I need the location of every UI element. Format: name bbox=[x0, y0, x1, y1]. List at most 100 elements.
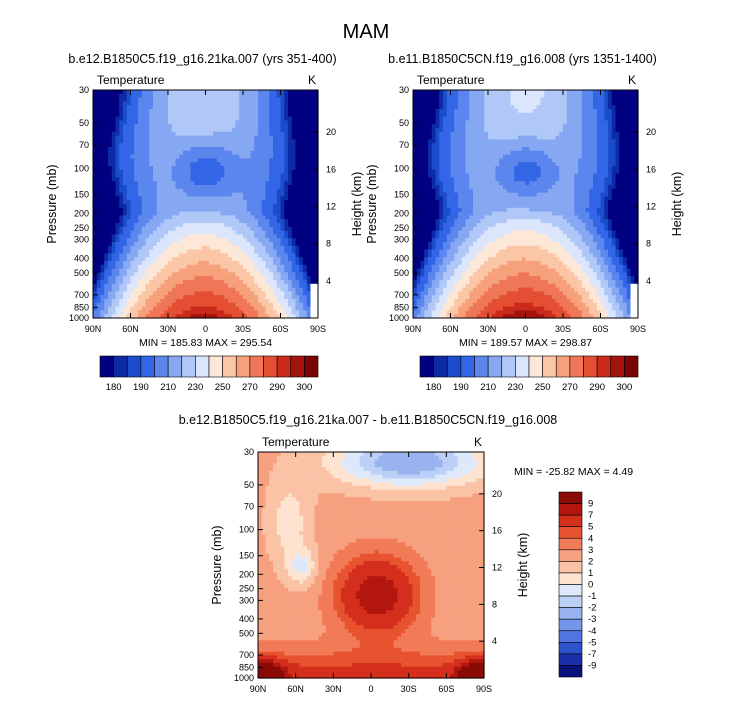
field-cell bbox=[250, 287, 255, 292]
field-cell bbox=[310, 261, 315, 266]
field-cell bbox=[306, 261, 312, 266]
field-cell bbox=[111, 147, 117, 152]
field-cell bbox=[235, 93, 240, 99]
field-cell bbox=[533, 112, 538, 118]
field-cell bbox=[104, 101, 109, 106]
field-cell bbox=[168, 147, 173, 152]
field-cell bbox=[446, 166, 452, 171]
field-cell bbox=[220, 299, 225, 304]
field-cell bbox=[194, 158, 199, 163]
field-cell bbox=[585, 112, 590, 118]
field-cell bbox=[254, 268, 259, 273]
field-cell bbox=[104, 196, 109, 201]
field-cell bbox=[295, 295, 300, 300]
field-cell bbox=[630, 154, 635, 159]
field-cell bbox=[164, 287, 169, 292]
field-cell bbox=[284, 276, 289, 281]
field-cell bbox=[536, 169, 542, 175]
field-cell bbox=[611, 93, 617, 99]
field-cell bbox=[209, 200, 214, 205]
field-cell bbox=[104, 299, 109, 304]
field-cell bbox=[291, 162, 297, 167]
field-cell bbox=[149, 223, 154, 228]
field-cell bbox=[288, 302, 293, 308]
field-cell bbox=[299, 158, 304, 163]
field-cell bbox=[179, 112, 184, 118]
field-cell bbox=[93, 302, 98, 308]
field-cell bbox=[310, 128, 315, 133]
field-cell bbox=[239, 223, 244, 228]
field-cell bbox=[100, 200, 105, 205]
field-cell bbox=[261, 299, 267, 304]
field-cell bbox=[228, 219, 233, 224]
field-cell bbox=[190, 97, 195, 102]
field-cell bbox=[216, 253, 222, 258]
field-cell bbox=[164, 261, 169, 266]
field-cell bbox=[239, 139, 244, 144]
field-cell bbox=[213, 314, 218, 319]
field-cell bbox=[593, 97, 598, 102]
field-cell bbox=[119, 272, 124, 277]
field-cell bbox=[145, 257, 150, 262]
field-cell bbox=[213, 101, 218, 106]
field-cell bbox=[254, 314, 259, 319]
field-cell bbox=[439, 166, 444, 171]
field-cell bbox=[228, 116, 233, 121]
field-cell bbox=[525, 143, 530, 148]
field-cell bbox=[563, 135, 568, 140]
field-cell bbox=[280, 101, 285, 106]
field-cell bbox=[190, 280, 195, 285]
field-cell bbox=[186, 181, 192, 186]
field-cell bbox=[310, 230, 315, 235]
field-cell bbox=[291, 158, 297, 163]
field-cell bbox=[115, 242, 120, 247]
field-cell bbox=[141, 147, 147, 152]
field-cell bbox=[499, 158, 504, 163]
field-cell bbox=[243, 135, 248, 140]
field-cell bbox=[175, 185, 180, 190]
field-cell bbox=[201, 223, 207, 228]
field-cell bbox=[246, 249, 252, 254]
field-cell bbox=[250, 139, 255, 144]
field-cell bbox=[213, 173, 218, 178]
y-tick-label: 70 bbox=[79, 140, 89, 150]
field-cell bbox=[175, 105, 180, 110]
field-cell bbox=[431, 124, 437, 129]
field-cell bbox=[141, 181, 147, 186]
field-cell bbox=[536, 150, 542, 156]
field-cell bbox=[559, 124, 564, 129]
field-cell bbox=[134, 150, 139, 156]
field-cell bbox=[525, 147, 530, 152]
field-cell bbox=[138, 150, 143, 156]
field-cell bbox=[93, 181, 98, 186]
field-cell bbox=[306, 162, 312, 167]
field-cell bbox=[424, 105, 429, 110]
field-cell bbox=[428, 166, 433, 171]
field-cell bbox=[190, 264, 195, 270]
field-cell bbox=[134, 283, 139, 289]
field-cell bbox=[261, 116, 267, 121]
field-cell bbox=[130, 234, 135, 239]
field-cell bbox=[276, 242, 282, 247]
field-cell bbox=[273, 181, 278, 186]
field-cell bbox=[555, 154, 560, 159]
field-cell bbox=[491, 120, 497, 125]
field-cell bbox=[514, 158, 519, 163]
field-cell bbox=[276, 314, 282, 319]
field-cell bbox=[171, 207, 177, 213]
field-cell bbox=[243, 211, 248, 216]
field-cell bbox=[235, 158, 240, 163]
field-cell bbox=[228, 306, 233, 311]
field-cell bbox=[198, 295, 203, 300]
field-cell bbox=[608, 109, 613, 114]
field-cell bbox=[431, 97, 437, 102]
field-cell bbox=[559, 116, 564, 121]
field-cell bbox=[93, 310, 98, 315]
field-cell bbox=[119, 173, 124, 178]
field-cell bbox=[149, 264, 154, 270]
field-cell bbox=[216, 90, 222, 95]
field-cell bbox=[284, 219, 289, 224]
field-cell bbox=[525, 158, 530, 163]
field-cell bbox=[254, 310, 259, 315]
field-cell bbox=[491, 143, 497, 148]
